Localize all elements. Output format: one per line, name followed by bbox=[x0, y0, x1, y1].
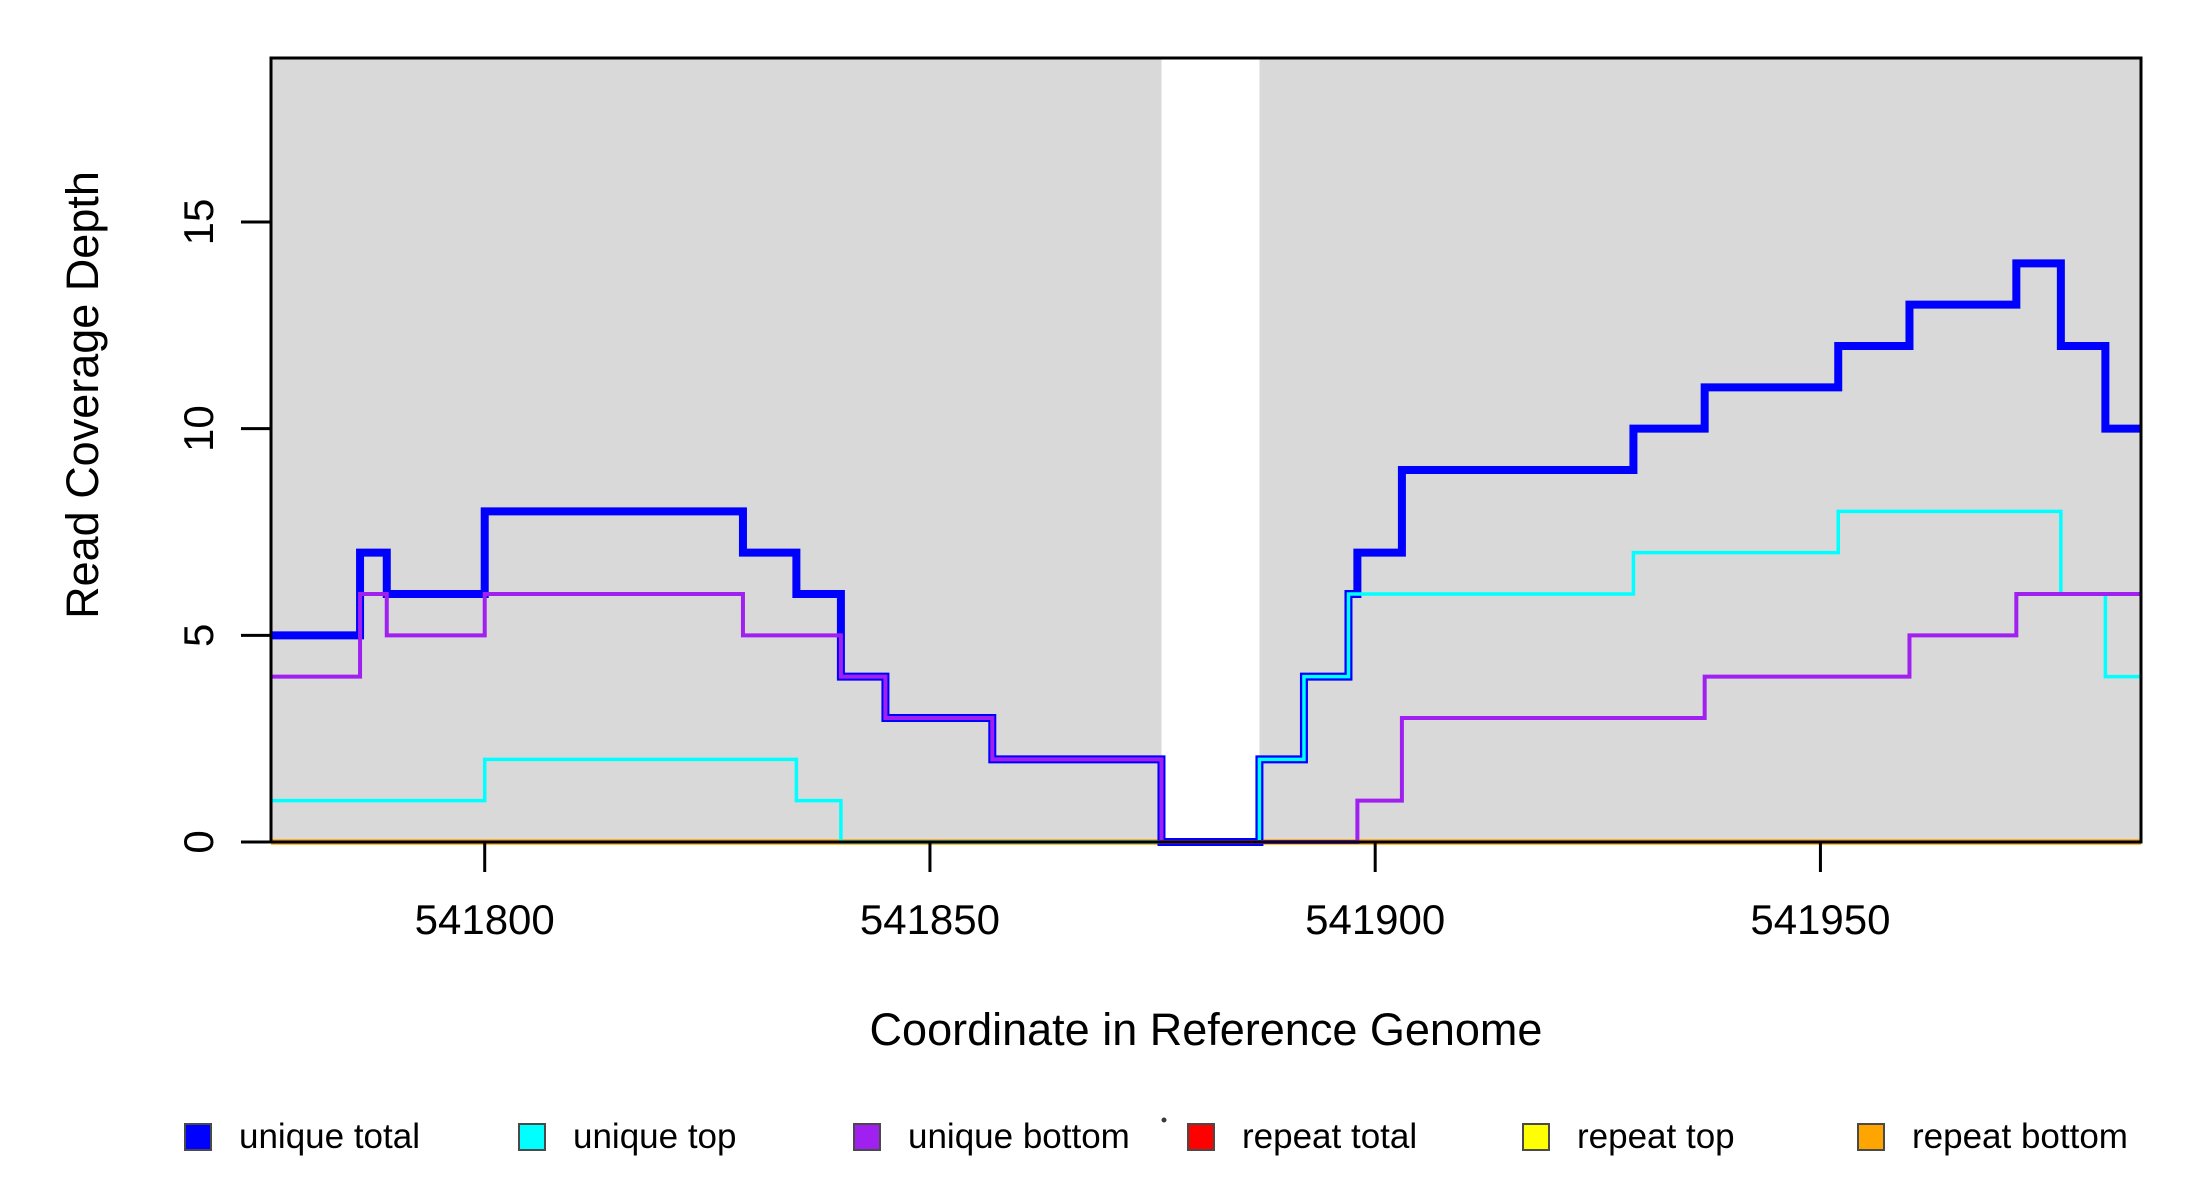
shaded-region bbox=[271, 58, 1162, 842]
series-unique-bottom bbox=[271, 592, 2141, 844]
x-tick-label: 541900 bbox=[1305, 896, 1445, 943]
x-tick-label: 541950 bbox=[1750, 896, 1890, 943]
x-axis-title: Coordinate in Reference Genome bbox=[869, 1004, 1543, 1055]
shaded-region bbox=[1259, 58, 2141, 842]
y-tick-label: 15 bbox=[175, 199, 222, 246]
legend-stray-mark bbox=[1161, 1117, 1167, 1123]
series-unique-top bbox=[271, 509, 2141, 844]
y-tick-label: 0 bbox=[175, 830, 222, 853]
y-axis-title: Read Coverage Depth bbox=[57, 171, 108, 619]
x-tick-label: 541850 bbox=[860, 896, 1000, 943]
y-tick-label: 10 bbox=[175, 405, 222, 452]
plot-border bbox=[269, 56, 2143, 844]
y-tick-label: 5 bbox=[175, 624, 222, 647]
x-tick-label: 541800 bbox=[415, 896, 555, 943]
